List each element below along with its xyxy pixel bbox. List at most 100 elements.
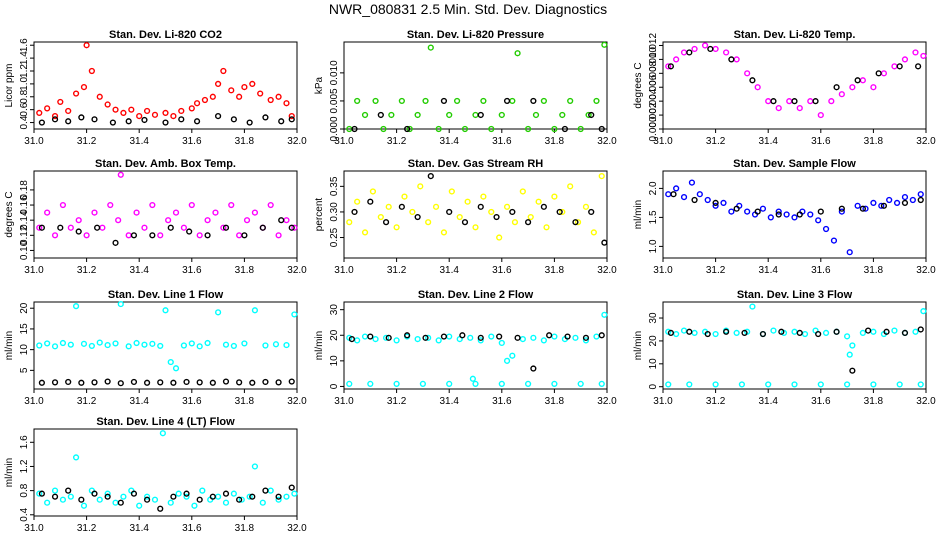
data-point: [859, 77, 866, 84]
data-point: [236, 379, 243, 386]
data-point: [854, 77, 861, 84]
data-point: [388, 111, 395, 119]
data-point: [446, 333, 453, 340]
panel-title: Stan. Dev. Line 1 Flow: [108, 289, 224, 301]
data-point: [417, 183, 424, 190]
data-point: [149, 201, 156, 209]
data-point: [440, 229, 448, 236]
y-axis-label: percent: [314, 198, 325, 232]
data-point: [36, 224, 43, 231]
y-tick-label: 1.6: [19, 435, 30, 449]
data-point: [230, 342, 237, 350]
data-point: [472, 224, 479, 231]
data-point: [688, 179, 696, 186]
data-point: [801, 330, 809, 338]
data-point: [551, 193, 558, 200]
data-point: [369, 188, 377, 195]
data-point: [143, 493, 151, 500]
data-point: [765, 98, 772, 105]
data-point: [143, 379, 151, 386]
data-point: [509, 352, 516, 359]
series-reference: [667, 45, 922, 105]
data-point: [172, 365, 180, 372]
data-point: [854, 202, 861, 209]
data-point: [57, 98, 64, 106]
data-point: [524, 219, 532, 226]
plot-frame: [343, 41, 608, 130]
data-point: [791, 381, 798, 388]
data-point: [367, 198, 374, 205]
series-primary: [665, 303, 927, 388]
y-tick-label: 0.006: [648, 74, 659, 99]
data-point: [601, 311, 608, 318]
data-point: [149, 340, 156, 347]
data-point: [291, 490, 298, 497]
data-point: [749, 77, 756, 84]
y-tick-label: 0.010: [648, 46, 659, 71]
data-point: [215, 493, 222, 500]
y-tick-label: 30: [648, 312, 659, 324]
data-point: [509, 97, 516, 105]
data-point: [920, 52, 927, 60]
data-point: [65, 118, 72, 125]
data-point: [51, 116, 59, 123]
data-point: [72, 454, 80, 461]
data-point: [275, 496, 282, 503]
data-point: [786, 98, 793, 105]
data-point: [543, 224, 550, 231]
y-tick-label: 0: [648, 383, 659, 389]
data-point: [141, 116, 148, 124]
data-point: [601, 41, 608, 48]
data-point: [104, 490, 111, 497]
data-point: [172, 209, 180, 216]
data-point: [791, 214, 798, 221]
data-point: [186, 228, 193, 235]
data-point: [91, 379, 98, 386]
y-axis-label: Licor ppm: [4, 64, 15, 108]
panel-2: Stan. Dev. Li-820 Pressure 31.0 31.2 31.4 31…: [314, 29, 617, 147]
data-point: [59, 496, 67, 503]
data-point: [377, 111, 384, 119]
data-point: [377, 213, 384, 221]
data-point: [567, 97, 574, 105]
data-point: [765, 381, 772, 388]
data-point: [498, 380, 505, 387]
data-point: [67, 224, 74, 231]
x-tick-label: 31.2: [387, 265, 407, 276]
x-tick-label: 32.0: [287, 396, 307, 407]
data-point: [162, 307, 169, 314]
series-primary: [665, 42, 927, 119]
y-tick-label: 1.2: [19, 64, 30, 78]
data-point: [461, 219, 469, 226]
data-point: [741, 329, 748, 337]
data-point: [440, 333, 448, 340]
data-point: [80, 340, 88, 347]
data-point: [157, 505, 164, 512]
series-primary: [346, 173, 605, 241]
data-point: [112, 499, 119, 506]
data-point: [574, 219, 582, 226]
y-axis-label: ml/min: [4, 458, 15, 487]
data-point: [178, 116, 185, 123]
data-point: [862, 205, 869, 212]
series-primary: [346, 41, 608, 133]
x-tick-label: 31.8: [235, 265, 255, 276]
data-point: [530, 97, 537, 105]
data-point: [843, 333, 851, 340]
data-point: [149, 232, 156, 239]
data-point: [288, 224, 295, 231]
data-point: [215, 309, 222, 316]
data-point: [96, 496, 103, 503]
panel-1: Stan. Dev. Li-820 CO2 31.0 31.2 31.4 31.6 31.…: [4, 29, 307, 147]
series-primary: [36, 300, 298, 372]
data-point: [91, 209, 98, 216]
panel-7: Stan. Dev. Line 1 Flow 31.0 31.2 31.4 31.6 31…: [4, 289, 307, 407]
x-tick-label: 31.2: [77, 396, 97, 407]
data-point: [99, 224, 106, 231]
x-tick-label: 31.8: [545, 136, 565, 147]
data-point: [540, 337, 547, 344]
x-tick-label: 31.8: [545, 265, 565, 276]
data-point: [94, 224, 101, 231]
panel-title: Stan. Dev. Gas Stream RH: [408, 158, 544, 170]
data-point: [775, 105, 782, 112]
